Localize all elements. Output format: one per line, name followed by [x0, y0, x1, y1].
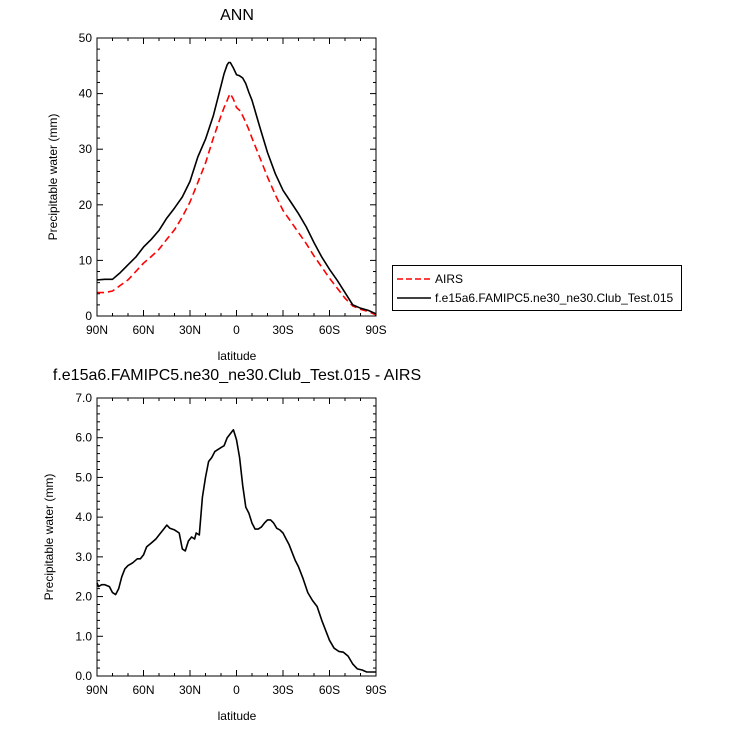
top-x-tick-label: 90S	[365, 323, 386, 337]
bottom-plot-area: 0.0 1.0 2.0 3.0 4.0 5.0 6.0 7.0 90N 60N 30N 0 30S 60S…	[75, 391, 386, 697]
top-y-tick-label: 0	[85, 309, 92, 323]
top-x-tick-label: 30N	[179, 323, 201, 337]
bottom-y-tick-label: 2.0	[75, 590, 92, 604]
top-y-axis-label: Precipitable water (mm)	[46, 114, 60, 241]
top-y-tick-label: 50	[79, 31, 93, 45]
bottom-x-tick-label: 30S	[272, 683, 293, 697]
bottom-chart-title: f.e15a6.FAMIPC5.ne30_ne30.Club_Test.015 …	[53, 367, 421, 384]
legend-label-model: f.e15a6.FAMIPC5.ne30_ne30.Club_Test.015	[435, 291, 674, 305]
bottom-y-tick-label: 7.0	[75, 391, 92, 405]
legend: AIRS f.e15a6.FAMIPC5.ne30_ne30.Club_Test…	[392, 265, 682, 311]
legend-label-airs: AIRS	[435, 272, 464, 286]
top-y-tick-label: 10	[79, 253, 93, 267]
top-x-tick-label: 60S	[319, 323, 340, 337]
top-plot-frame	[96, 37, 377, 317]
legend-swatch-dashed-red	[397, 278, 431, 280]
bottom-y-tick-label: 5.0	[75, 470, 92, 484]
bottom-x-tick-label: 90N	[86, 683, 108, 697]
bottom-panel: f.e15a6.FAMIPC5.ne30_ne30.Club_Test.015 …	[42, 367, 421, 723]
legend-swatch-solid-black	[397, 297, 431, 299]
top-x-tick-label: 30S	[272, 323, 293, 337]
bottom-y-axis-label: Precipitable water (mm)	[42, 474, 56, 601]
bottom-y-tick-label: 0.0	[75, 669, 92, 683]
top-x-tick-label: 60N	[132, 323, 154, 337]
top-x-axis-label: latitude	[218, 349, 257, 363]
top-chart-title: ANN	[220, 7, 254, 24]
bottom-y-tick-label: 4.0	[75, 510, 92, 524]
bottom-y-tick-label: 6.0	[75, 431, 92, 445]
top-x-tick-label: 0	[233, 323, 240, 337]
top-y-tick-label: 20	[79, 198, 93, 212]
top-plot-area: 0 10 20 30 40 50 90N 60N 30N 0 30S 60S 90S	[79, 31, 387, 337]
bottom-plot-frame	[96, 397, 377, 677]
bottom-x-tick-label: 60N	[132, 683, 154, 697]
bottom-y-tick-label: 1.0	[75, 629, 92, 643]
top-series-line-1	[96, 61, 377, 315]
bottom-series-line-0	[96, 428, 376, 673]
bottom-x-tick-label: 0	[233, 683, 240, 697]
bottom-x-tick-label: 60S	[319, 683, 340, 697]
top-panel: ANN Precipitable water (mm) latitude 0 10…	[46, 7, 387, 363]
bottom-y-tick-label: 3.0	[75, 550, 92, 564]
top-y-tick-label: 30	[79, 142, 93, 156]
bottom-x-axis-label: latitude	[218, 709, 257, 723]
legend-entry-model: f.e15a6.FAMIPC5.ne30_ne30.Club_Test.015	[397, 289, 673, 307]
top-x-tick-label: 90N	[86, 323, 108, 337]
bottom-x-tick-label: 90S	[365, 683, 386, 697]
legend-entry-airs: AIRS	[397, 270, 463, 288]
top-y-tick-label: 40	[79, 87, 93, 101]
top-series-line-0	[97, 92, 377, 316]
bottom-x-tick-label: 30N	[179, 683, 201, 697]
